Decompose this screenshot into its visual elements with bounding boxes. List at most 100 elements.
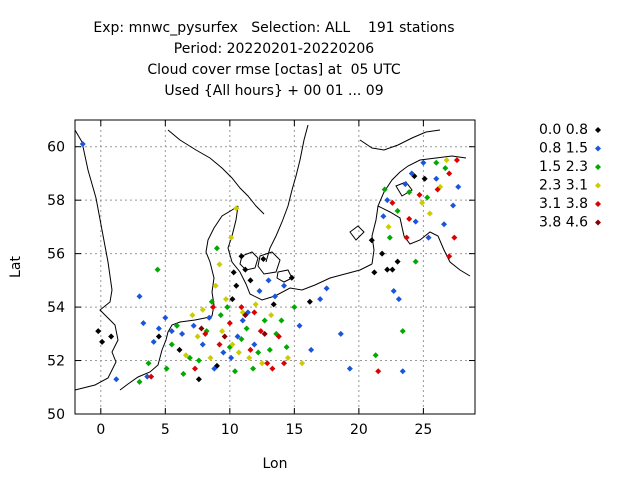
legend-marker <box>595 219 601 226</box>
data-point-series-0 <box>155 333 162 340</box>
grid-lines <box>75 120 475 415</box>
data-point-series-4 <box>281 360 288 367</box>
data-point-series-1 <box>408 170 415 177</box>
data-point-series-1 <box>206 314 213 321</box>
data-point-series-1 <box>140 320 147 327</box>
y-tick-label: 58 <box>47 193 65 209</box>
data-point-series-0 <box>95 328 102 335</box>
data-point-series-1 <box>239 317 246 324</box>
data-point-series-2 <box>195 357 202 364</box>
data-point-series-1 <box>168 328 175 335</box>
data-point-series-2 <box>208 298 215 305</box>
data-point-series-0 <box>260 255 267 262</box>
data-point-series-1 <box>323 285 330 292</box>
data-point-series-2 <box>261 317 268 324</box>
data-point-series-5 <box>198 325 205 332</box>
data-point-series-4 <box>403 234 410 241</box>
chart-title-line-3: Cloud cover rmse [octas] at 05 UTC <box>147 62 401 78</box>
data-point-series-0 <box>384 266 391 273</box>
data-point-series-3 <box>443 157 450 164</box>
data-point-series-4 <box>375 368 382 375</box>
legend-label: 2.3 3.1 <box>539 178 588 194</box>
data-point-series-1 <box>390 288 397 295</box>
chart-title-line-1: Exp: mnwc_pysurfex Selection: ALL 191 st… <box>93 20 455 36</box>
data-point-series-3 <box>194 333 201 340</box>
data-point-series-2 <box>255 349 262 356</box>
legend-label: 3.1 3.8 <box>539 196 588 212</box>
data-point-series-2 <box>173 322 180 329</box>
data-point-series-1 <box>450 202 457 209</box>
data-point-series-2 <box>186 354 193 361</box>
data-point-series-4 <box>264 360 271 367</box>
data-point-series-3 <box>207 354 214 361</box>
chart-titles: Exp: mnwc_pysurfex Selection: ALL 191 st… <box>0 18 548 102</box>
data-point-series-4 <box>389 199 396 206</box>
data-point-series-1 <box>220 349 227 356</box>
data-point-series-1 <box>412 218 419 225</box>
data-point-series-3 <box>299 360 306 367</box>
data-point-series-0 <box>99 338 106 345</box>
data-point-series-2 <box>283 344 290 351</box>
data-point-series-1 <box>395 296 402 303</box>
chart-title-line-2: Period: 20220201-20220206 <box>173 41 375 57</box>
data-point-series-1 <box>234 333 241 340</box>
data-point-series-0 <box>389 266 396 273</box>
data-point-series-2 <box>154 266 161 273</box>
x-tick-label: 20 <box>350 422 368 438</box>
y-tick-label: 54 <box>47 300 65 316</box>
legend: 0.0 0.8 0.8 1.5 1.5 2.3 2.3 3.1 3.1 3.8 3.8 4… <box>539 122 601 231</box>
data-point-series-3 <box>426 210 433 217</box>
legend-label: 3.8 4.6 <box>539 215 588 231</box>
data-point-series-1 <box>228 354 235 361</box>
data-point-series-4 <box>148 373 155 380</box>
data-point-series-2 <box>372 352 379 359</box>
data-point-series-2 <box>213 245 220 252</box>
data-point-series-4 <box>251 309 258 316</box>
data-point-series-2 <box>266 346 273 353</box>
data-point-series-3 <box>284 354 291 361</box>
data-point-series-1 <box>281 282 288 289</box>
data-point-series-2 <box>381 186 388 193</box>
data-point-series-0 <box>176 346 183 353</box>
data-point-series-0 <box>421 175 428 182</box>
data-point-series-4 <box>247 346 254 353</box>
data-point-series-2 <box>243 325 250 332</box>
chart-title-line-4: Used {All hours} + 00 01 ... 09 <box>164 83 384 99</box>
data-point-series-0 <box>238 253 245 260</box>
data-point-series-4 <box>216 341 223 348</box>
data-point-series-2 <box>238 336 245 343</box>
data-point-series-3 <box>216 261 223 268</box>
data-point-series-1 <box>155 325 162 332</box>
legend-label: 0.8 1.5 <box>539 141 588 157</box>
legend-marker <box>595 127 601 133</box>
data-point-series-2 <box>433 159 440 166</box>
data-point-series-2 <box>291 304 298 311</box>
data-point-series-1 <box>136 293 143 300</box>
y-axis-label: Lat <box>8 256 24 278</box>
data-point-series-3 <box>229 341 236 348</box>
data-point-series-1 <box>179 330 186 337</box>
data-point-series-3 <box>235 349 242 356</box>
data-point-series-2 <box>278 317 285 324</box>
data-point-series-2 <box>180 370 187 377</box>
data-point-series-3 <box>189 312 196 319</box>
data-point-series-4 <box>451 234 458 241</box>
legend-label: 1.5 2.3 <box>539 159 588 175</box>
data-point-series-4 <box>202 330 209 337</box>
data-point-series-2 <box>224 304 231 311</box>
x-tick-label: 10 <box>221 422 239 438</box>
data-point-series-4 <box>416 191 423 198</box>
data-point-series-0 <box>368 237 375 244</box>
x-axis-label: Lon <box>263 456 288 472</box>
data-point-series-1 <box>402 181 409 188</box>
legend-label: 0.0 0.8 <box>539 122 588 138</box>
data-point-series-3 <box>259 360 266 367</box>
x-tick-label: 25 <box>414 422 432 438</box>
y-tick-label: 52 <box>47 354 65 370</box>
data-point-series-1 <box>380 213 387 220</box>
data-point-series-3 <box>233 205 240 212</box>
data-point-series-1 <box>420 159 427 166</box>
data-point-series-3 <box>228 234 235 241</box>
data-point-series-0 <box>371 269 378 276</box>
